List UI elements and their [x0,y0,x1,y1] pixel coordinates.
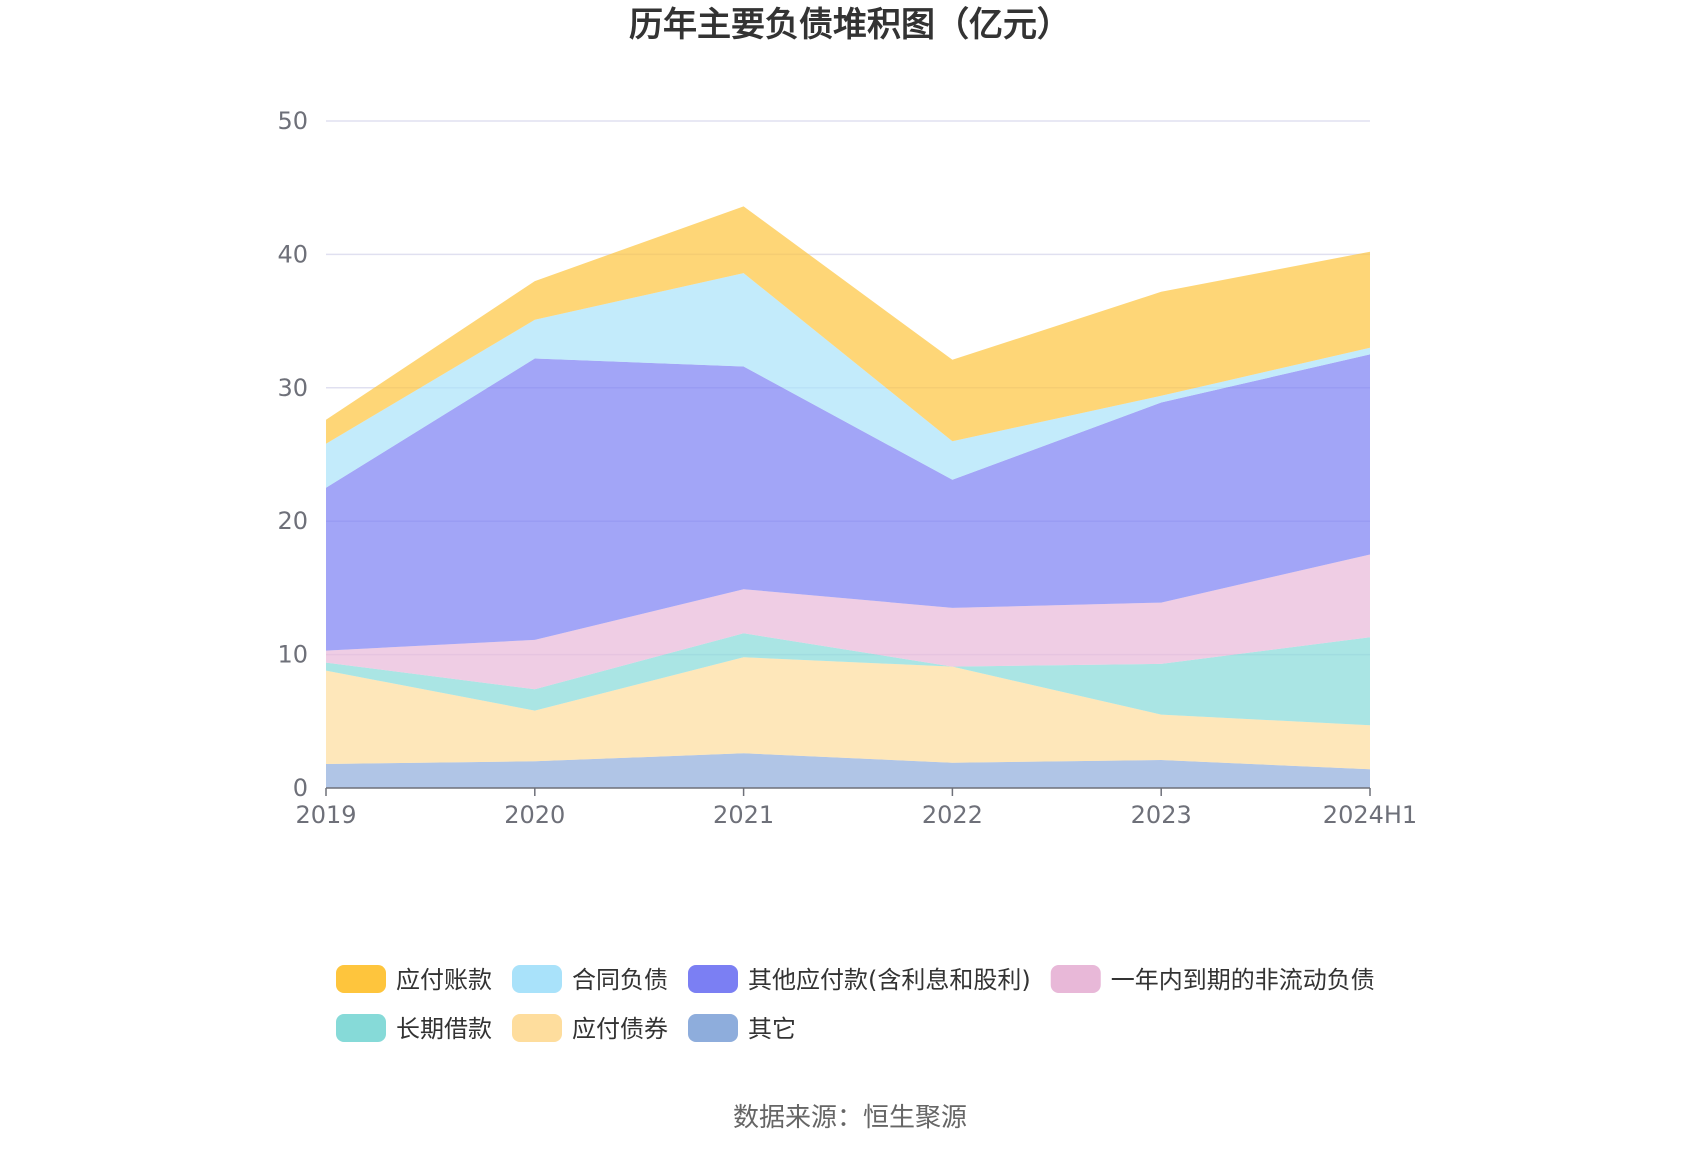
legend-item[interactable]: 一年内到期的非流动负债 [1050,965,1375,994]
legend-label: 应付账款 [396,966,492,994]
area-长期借款 [326,633,1370,726]
x-tick-label: 2024H1 [1323,801,1417,829]
legend-label: 应付债券 [572,1015,668,1043]
legend-label: 其它 [748,1015,796,1043]
x-tick-label: 2022 [922,801,983,829]
source-note: 数据来源：恒生聚源 [733,1103,967,1133]
legend-label: 其他应付款(含利息和股利) [748,966,1031,994]
y-tick-label: 10 [277,641,308,669]
legend-label: 长期借款 [396,1015,492,1043]
legend-label: 一年内到期的非流动负债 [1111,966,1375,994]
area-应付账款 [326,206,1370,444]
x-tick-label: 2021 [713,801,774,829]
area-series [326,206,1370,788]
legend-item[interactable]: 应付账款 [336,965,492,994]
legend-swatch [512,1014,562,1042]
area-其它 [326,753,1370,788]
legend-label: 合同负债 [572,966,668,994]
x-tick-label: 2019 [295,801,356,829]
y-tick-label: 20 [277,507,308,535]
y-tick-label: 40 [277,240,308,268]
area-应付债券 [326,657,1370,770]
legend-item[interactable]: 合同负债 [512,965,668,994]
chart-title: 历年主要负债堆积图（亿元） [629,5,1071,45]
area-合同负债 [326,273,1370,488]
legend-swatch [512,965,562,993]
area-其他应付款(含利息和股利) [326,354,1370,651]
y-tick-label: 30 [277,374,308,402]
legend-item[interactable]: 长期借款 [336,1014,492,1043]
y-tick-label: 0 [293,774,308,802]
x-tick-label: 2020 [504,801,565,829]
legend-swatch [688,965,738,993]
legend-item[interactable]: 其它 [688,1014,796,1043]
legend-swatch [688,1014,738,1042]
legend-swatch [336,1014,386,1042]
area-一年内到期的非流动负债 [326,554,1370,690]
axes: 0 10 20 30 40 50 2019 2020 2021 2022 2023 2024H1 [277,107,1417,829]
legend-item[interactable]: 其他应付款(含利息和股利) [688,965,1031,994]
legend-item[interactable]: 应付债券 [512,1014,668,1043]
legend-swatch [1050,965,1101,993]
legend-swatch [336,965,386,993]
y-tick-label: 50 [277,107,308,135]
x-tick-label: 2023 [1131,801,1192,829]
